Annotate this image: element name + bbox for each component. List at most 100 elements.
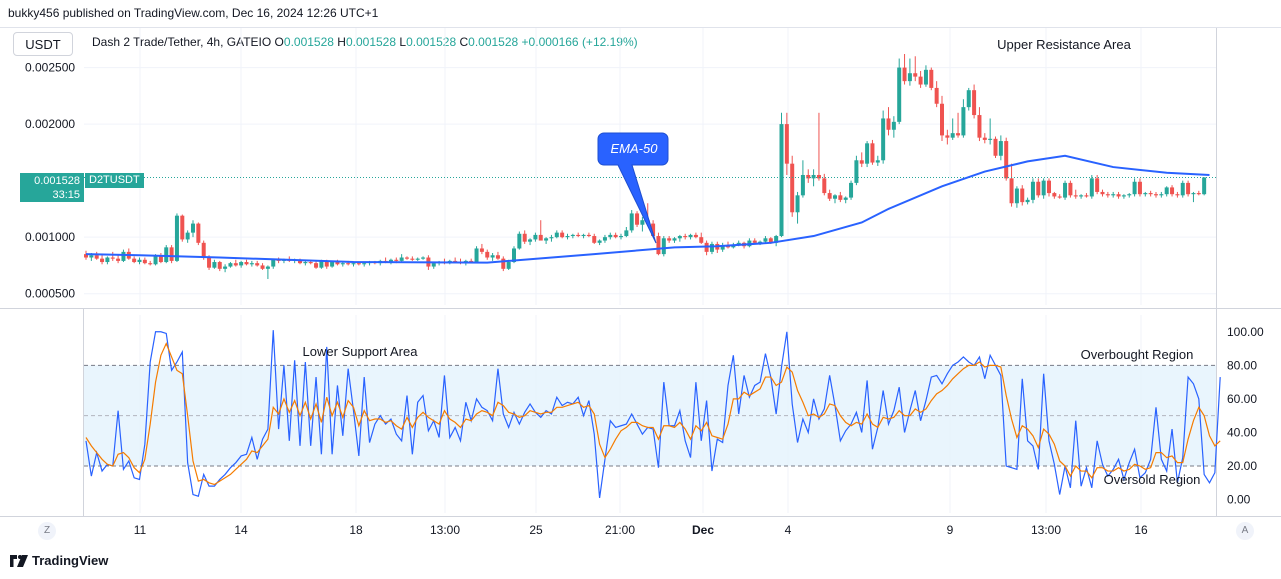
candle-body: [340, 263, 345, 265]
brand-name: TradingView: [32, 553, 109, 568]
candle-body: [196, 223, 201, 243]
candle-body: [1095, 178, 1100, 192]
candle-body: [528, 239, 533, 242]
candle-body: [132, 258, 137, 263]
candle-body: [640, 220, 645, 225]
candle-body: [324, 260, 329, 267]
candle-body: [993, 138, 998, 156]
candle-body: [576, 234, 581, 237]
candle-body: [790, 163, 795, 213]
tradingview-logo: TradingView: [10, 553, 108, 568]
candle-body: [661, 238, 666, 255]
candle-body: [865, 143, 870, 164]
candle-body: [212, 262, 217, 268]
tradingview-icon: [10, 554, 28, 567]
candle-body: [244, 262, 249, 265]
candle-body: [870, 143, 875, 163]
candle-body: [346, 263, 351, 265]
stoch-tick-label: 100.00: [1227, 325, 1264, 339]
candle-body: [1052, 193, 1057, 197]
candle-body: [688, 234, 693, 238]
candle-body: [592, 236, 597, 243]
candle-body: [207, 257, 212, 268]
candle-body: [709, 243, 714, 252]
close-label: C: [459, 35, 469, 49]
candle-body: [945, 135, 950, 138]
lower-support-label: Lower Support Area: [303, 344, 419, 359]
candle-body: [656, 236, 661, 255]
candle-body: [356, 263, 361, 265]
candle-body: [854, 160, 859, 183]
time-tick-label: Dec: [692, 523, 714, 537]
candle-body: [1014, 188, 1019, 204]
candle-body: [89, 255, 94, 258]
timezone-button[interactable]: Z: [38, 522, 56, 540]
candle-body: [495, 255, 500, 259]
candle-body: [239, 262, 244, 266]
candle-body: [635, 213, 640, 225]
stoch-tick-label: 40.00: [1227, 425, 1257, 439]
candle-body: [982, 137, 987, 140]
candle-body: [158, 255, 163, 263]
candle-body: [875, 160, 880, 163]
time-tick-label: 11: [134, 523, 147, 537]
currency-button[interactable]: USDT: [13, 32, 73, 56]
candle-body: [795, 195, 800, 213]
candle-body: [988, 138, 993, 140]
candle-body: [388, 259, 393, 263]
candle-body: [164, 247, 169, 263]
candle-body: [431, 263, 436, 267]
candle-body: [768, 238, 773, 243]
auto-scale-button[interactable]: A: [1236, 522, 1254, 540]
candle-body: [693, 234, 698, 238]
candle-body: [271, 259, 276, 267]
candle-body: [897, 67, 902, 122]
overbought-label: Overbought Region: [1081, 347, 1194, 362]
candle-body: [560, 232, 565, 238]
candle-body: [950, 133, 955, 138]
candle-body: [314, 263, 319, 268]
candle-body: [538, 234, 543, 241]
candle-body: [602, 237, 607, 241]
candle-body: [677, 236, 682, 239]
candle-body: [319, 260, 324, 268]
time-tick-label: 9: [947, 523, 954, 537]
candle-body: [501, 258, 506, 269]
candle-body: [1175, 194, 1180, 196]
time-tick-label: 25: [529, 523, 543, 537]
candle-body: [619, 236, 623, 238]
time-tick-label: 13:00: [430, 523, 460, 537]
candle-body: [142, 259, 147, 264]
candle-body: [335, 262, 340, 265]
candle-body: [1041, 180, 1046, 196]
close-value: 0.001528: [468, 35, 519, 49]
candle-body: [1047, 180, 1051, 194]
candle-body: [169, 247, 174, 261]
candle-body: [586, 234, 591, 237]
candle-body: [752, 240, 757, 243]
candle-body: [148, 263, 153, 265]
candle-body: [811, 174, 816, 179]
candle-body: [298, 259, 302, 264]
candle-body: [485, 251, 490, 258]
open-value: 0.001528: [283, 35, 334, 49]
candle-body: [308, 262, 313, 264]
candle-body: [859, 160, 864, 164]
stoch-tick-label: 20.00: [1227, 459, 1257, 473]
candle-body: [185, 232, 190, 240]
candle-body: [827, 193, 832, 199]
candle-body: [667, 238, 672, 241]
candle-body: [784, 124, 789, 164]
price-tick-label: 0.002500: [25, 61, 75, 75]
candle-body: [549, 237, 554, 239]
candle-body: [116, 258, 121, 261]
candle-body: [1089, 178, 1094, 197]
candle-body: [1084, 195, 1089, 197]
candle-body: [1159, 194, 1164, 196]
candle-body: [265, 266, 270, 269]
candle-body: [1068, 182, 1073, 196]
candle-body: [1009, 178, 1014, 204]
candle-body: [918, 76, 923, 85]
candle-body: [998, 141, 1003, 156]
